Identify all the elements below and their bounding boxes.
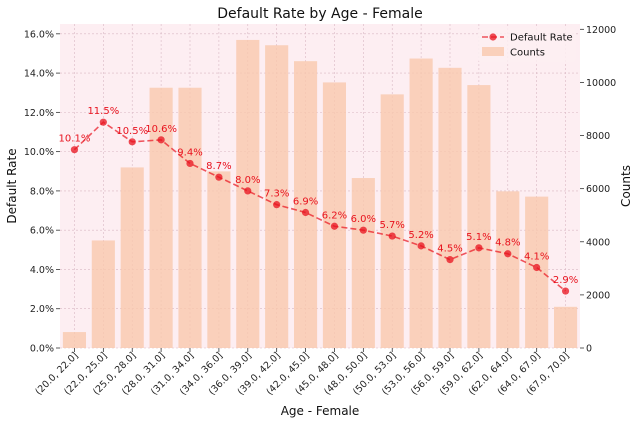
y2-tick-label: 4000	[586, 237, 610, 248]
y2-tick-label: 8000	[586, 131, 610, 142]
y-tick-label: 10.0%	[24, 147, 54, 158]
data-label: 2.9%	[553, 275, 578, 286]
count-bar	[178, 87, 202, 348]
y2-tick-label: 0	[586, 344, 592, 355]
default-rate-point	[359, 226, 367, 234]
count-bar	[438, 67, 462, 348]
count-bar	[91, 240, 115, 348]
y-tick-label: 14.0%	[24, 69, 54, 80]
default-rate-point	[388, 232, 396, 240]
default-rate-point	[301, 208, 310, 217]
data-label: 6.2%	[322, 210, 347, 221]
data-label: 9.4%	[177, 147, 202, 158]
default-rate-point	[417, 242, 425, 250]
data-label: 8.7%	[206, 161, 231, 172]
y-tick-label: 0.0%	[30, 344, 54, 355]
y2-tick-label: 6000	[586, 184, 610, 195]
count-bar	[467, 85, 491, 348]
default-rate-point	[186, 159, 194, 168]
data-label: 5.7%	[380, 220, 405, 231]
default-rate-point	[446, 256, 454, 264]
data-label: 4.5%	[437, 244, 462, 255]
default-rate-point	[273, 201, 281, 209]
default-rate-point	[244, 187, 252, 195]
legend-bar-swatch	[482, 47, 504, 56]
count-bar	[62, 332, 86, 348]
default-rate-line	[70, 118, 570, 295]
y2-tick-label: 2000	[586, 290, 610, 301]
data-label: 6.0%	[351, 214, 376, 225]
default-rate-point	[70, 146, 79, 154]
count-bars	[62, 39, 578, 349]
count-bar	[207, 171, 231, 348]
default-rate-point	[215, 173, 223, 181]
default-rate-point	[99, 118, 107, 126]
y-axis-left: 0.0% 2.0% 4.0% 6.0% 8.0% 10.0% 12.0% 14.0% 16.0%	[24, 29, 60, 355]
chart-title: Default Rate by Age - Female	[217, 6, 422, 22]
count-bar	[409, 58, 433, 348]
data-label: 10.5%	[116, 126, 148, 137]
data-label: 4.8%	[495, 238, 520, 249]
data-label: 11.5%	[87, 106, 119, 117]
data-label: 10.1%	[59, 134, 91, 145]
count-bar	[265, 45, 289, 348]
default-rate-point	[128, 138, 136, 146]
count-bar	[149, 87, 173, 348]
y2-tick-label: 12000	[586, 25, 616, 36]
count-bar	[322, 82, 346, 348]
y-tick-label: 8.0%	[30, 186, 54, 197]
y2-axis-title: Counts	[619, 165, 633, 207]
data-label: 6.9%	[293, 197, 318, 208]
y-tick-label: 2.0%	[30, 304, 54, 315]
x-axis: (20.0, 22.0](22.0, 25.0](25.0, 28.0](28.…	[33, 348, 572, 398]
legend-label-default-rate: Default Rate	[510, 33, 573, 44]
data-label: 7.3%	[264, 189, 289, 200]
data-label: 10.6%	[145, 124, 177, 135]
data-label: 5.1%	[466, 232, 491, 243]
count-bar	[351, 178, 375, 348]
x-axis-title: Age - Female	[281, 404, 360, 418]
plot-area	[60, 24, 580, 348]
default-rate-point	[504, 250, 512, 258]
data-label: 5.2%	[408, 230, 433, 241]
default-rate-point	[330, 222, 339, 230]
count-bar	[525, 196, 549, 348]
default-rate-point	[157, 136, 165, 144]
legend-label-counts: Counts	[510, 48, 545, 59]
legend: Default Rate Counts	[478, 28, 576, 62]
data-label: 8.0%	[235, 175, 260, 186]
y-tick-label: 4.0%	[30, 265, 54, 276]
legend-marker	[489, 33, 497, 41]
y-tick-label: 6.0%	[30, 226, 54, 237]
default-rate-point	[533, 263, 541, 272]
y-tick-label: 16.0%	[24, 29, 54, 40]
y-tick-label: 12.0%	[24, 108, 54, 119]
data-label: 4.1%	[524, 251, 549, 262]
y-axis-right: 0 2000 4000 6000 8000 10000 12000	[580, 25, 616, 355]
default-rate-point	[561, 287, 570, 295]
default-rate-path	[73, 121, 567, 292]
count-bar	[380, 94, 404, 349]
count-bar	[554, 306, 578, 348]
count-bar	[294, 61, 318, 348]
count-bar	[120, 167, 144, 348]
y-axis-title: Default Rate	[5, 148, 19, 223]
data-labels: 10.1% 11.5% 10.5%10.6% 9.4% 8.7% 8.0% 7.3% 6.9%…	[59, 106, 579, 286]
count-bar	[496, 191, 520, 348]
default-rate-point	[475, 244, 483, 252]
y2-tick-label: 10000	[586, 78, 616, 89]
